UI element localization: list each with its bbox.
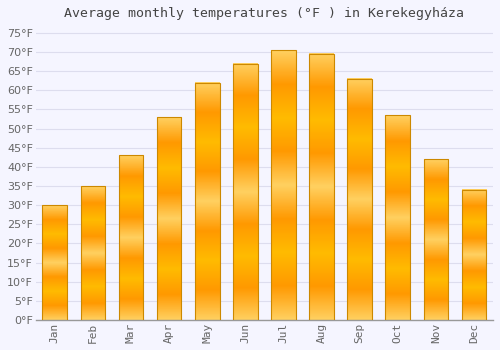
Bar (271, 50, 296, 320)
Title: Average monthly temperatures (°F ) in Kerekegyháza: Average monthly temperatures (°F ) in Ke… (64, 7, 464, 20)
Bar (118, 155, 144, 320)
Bar (80, 186, 106, 320)
Bar (309, 54, 334, 320)
Bar (156, 117, 182, 320)
Bar (348, 79, 372, 320)
Bar (386, 115, 410, 320)
Bar (462, 190, 486, 320)
Bar (233, 64, 258, 320)
Bar (42, 205, 67, 320)
Bar (424, 159, 448, 320)
Bar (195, 83, 220, 320)
